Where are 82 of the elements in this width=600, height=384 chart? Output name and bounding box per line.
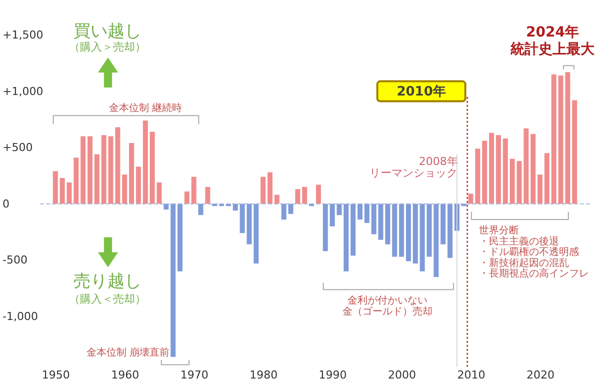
bar: [538, 174, 542, 204]
annotation: 金本位制 継続時: [108, 102, 182, 114]
y-tick-label: +500: [2, 141, 33, 154]
bar: [142, 120, 148, 204]
annotation: （購入＞売却）: [68, 40, 146, 54]
x-tick-label: 2010: [457, 368, 486, 382]
annotation: 金（ゴールド）売却: [342, 305, 433, 318]
bar: [322, 204, 328, 252]
bar: [496, 135, 501, 204]
bar: [364, 204, 370, 223]
annotation: リーマンショック: [370, 166, 458, 180]
x-tick-label: 1960: [111, 368, 140, 382]
bar: [572, 100, 578, 204]
bar: [198, 204, 204, 216]
y-tick-label: +1,500: [2, 28, 44, 42]
annotation: 金利が付かいない: [348, 294, 428, 307]
x-tick-label: 1990: [318, 368, 347, 382]
y-tick-label: -500: [2, 254, 28, 267]
annotation: ・ドル覇権の不透明感: [479, 246, 580, 258]
annotation: ・長期視点の高インフレ: [479, 268, 590, 280]
annotation: 世界分断: [479, 224, 520, 236]
x-tick-label: 1950: [42, 368, 70, 382]
bar: [344, 204, 349, 272]
bar: [232, 204, 238, 211]
annotation: （購入＜売却）: [68, 292, 146, 306]
bar: [80, 136, 86, 204]
bar: [205, 186, 210, 204]
bar: [392, 204, 398, 257]
bar: [350, 204, 356, 256]
y-tick-label: 0: [2, 197, 10, 210]
bar: [448, 204, 452, 258]
bar: [136, 166, 141, 204]
bar: [274, 194, 280, 204]
y-tick-label: +1,000: [2, 84, 44, 98]
annotation: 統計史上最大: [509, 42, 596, 58]
annotation: 売り越し: [73, 271, 142, 292]
bar: [316, 184, 321, 204]
annotation: 買い越し: [73, 22, 142, 42]
bar: [288, 204, 294, 214]
bar: [260, 176, 266, 204]
bar: [551, 74, 556, 204]
bar: [184, 191, 190, 204]
bar: [129, 143, 134, 204]
bar: [434, 204, 439, 277]
annotation: 金本位制 崩壊直前: [86, 346, 170, 358]
bar: [178, 204, 182, 272]
x-tick-label: 1970: [180, 368, 208, 382]
bar: [371, 204, 376, 234]
bar: [88, 136, 92, 204]
bar: [530, 134, 536, 204]
bar: [191, 176, 196, 204]
bar: [52, 171, 58, 204]
bar: [358, 204, 362, 220]
bar: [302, 186, 308, 204]
bar: [544, 153, 550, 204]
bar: [524, 128, 529, 204]
bar: [268, 172, 272, 204]
bar: [295, 189, 300, 204]
x-tick-label: 1980: [250, 368, 278, 382]
bar: [170, 204, 176, 357]
bar: [101, 135, 106, 204]
bar: [164, 204, 169, 210]
bar: [440, 204, 446, 244]
bar: [502, 138, 508, 204]
x-tick-label: 2000: [388, 368, 416, 382]
bar: [406, 204, 411, 262]
bar: [94, 154, 100, 204]
bar: [489, 132, 494, 204]
x-tick-label: 2020: [526, 368, 554, 382]
bar: [122, 174, 128, 204]
ref-line-label: 2010年: [396, 84, 446, 100]
bar: [74, 158, 79, 204]
annotation: ・新技術起因の混乱: [479, 256, 570, 269]
bar: [281, 204, 286, 220]
annotation: 2024年: [526, 24, 579, 41]
bar: [412, 204, 418, 264]
bar: [254, 204, 259, 264]
bar: [482, 140, 488, 204]
y-tick-label: -1,000: [2, 310, 38, 323]
bar: [399, 204, 404, 257]
annotation: ・民主主義の後退: [479, 236, 560, 248]
ref-line-label: 2008年: [418, 155, 458, 168]
